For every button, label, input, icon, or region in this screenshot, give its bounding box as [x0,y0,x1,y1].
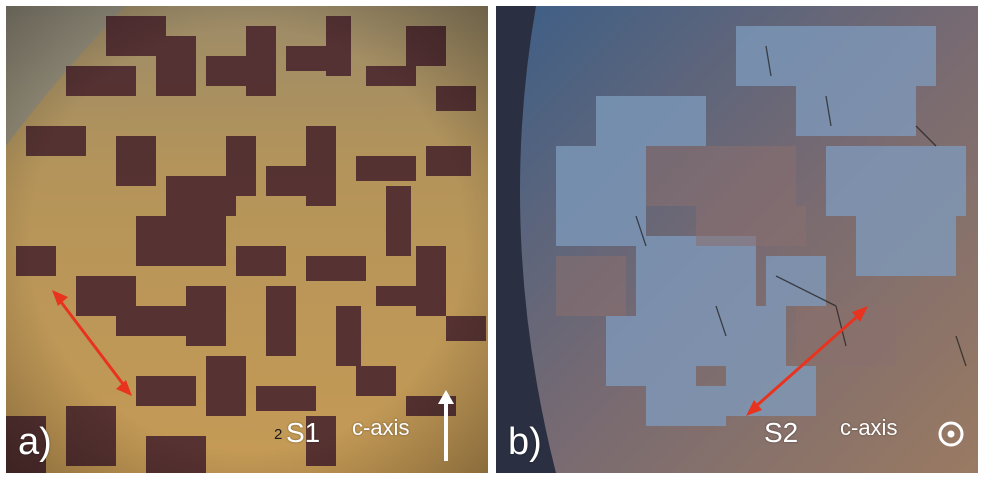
panel-b-micrograph: b) S2 c-axis [496,6,978,473]
panel-label-b: b) [508,421,542,463]
panel-label-a: a) [18,421,52,463]
micrograph-s1-image [6,6,488,473]
stray-digit: 2 [274,426,283,443]
panel-a-micrograph: a) 2 S1 c-axis [6,6,488,473]
red-double-arrow-b [746,306,868,416]
up-arrow-icon [438,390,454,461]
micrograph-s2-image [496,6,978,473]
sample-label-s1: S1 [286,417,321,448]
out-of-plane-dot-icon [938,421,964,447]
sample-label-s2: S2 [764,417,799,448]
c-axis-label-a: c-axis [352,415,410,440]
red-double-arrow-a [52,290,132,396]
c-axis-label-b: c-axis [840,415,898,440]
